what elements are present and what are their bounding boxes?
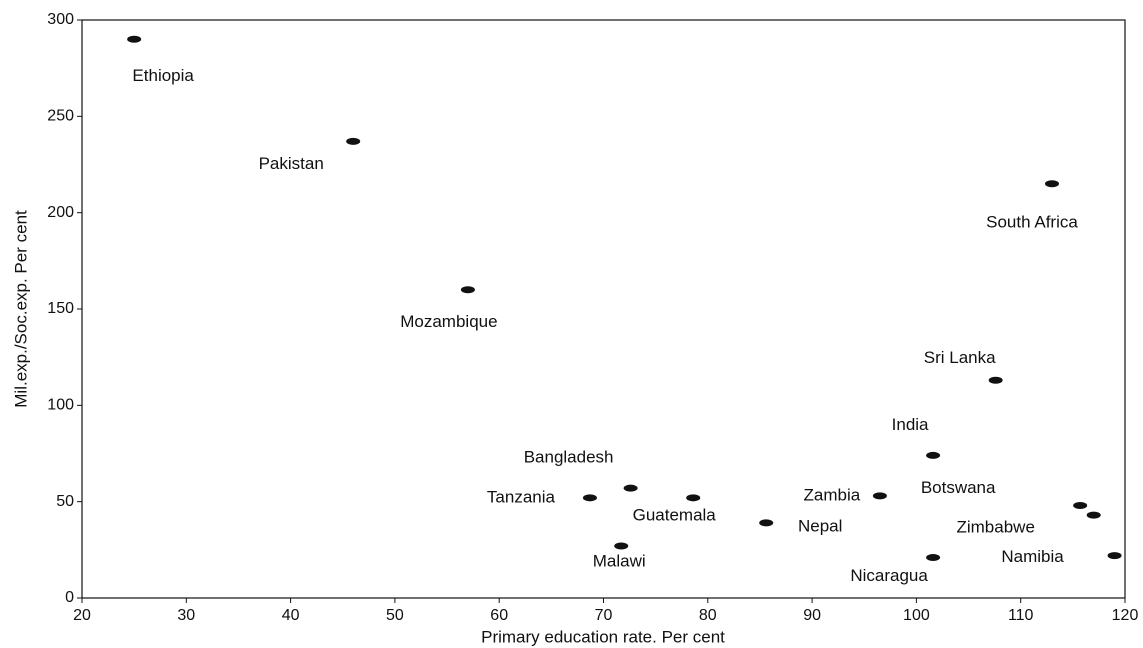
x-tick-label: 40 (282, 607, 300, 624)
point (623, 484, 638, 492)
y-tick-label: 150 (47, 300, 74, 317)
x-tick-label: 90 (803, 607, 821, 624)
point-label: India (892, 415, 929, 434)
point-label: Sri Lanka (924, 348, 996, 367)
point (872, 492, 887, 500)
y-tick-label: 100 (47, 397, 74, 414)
plot-frame (81, 19, 1126, 599)
point-label: Namibia (1001, 547, 1064, 566)
point-label: Tanzania (487, 487, 556, 506)
point-label: Ethiopia (132, 66, 194, 85)
point-label: Nepal (798, 516, 842, 535)
point-label: Malawi (593, 551, 646, 570)
point (1086, 511, 1101, 519)
point-label: Pakistan (259, 154, 324, 173)
y-axis-label: Mil.exp./Soc.exp. Per cent (11, 210, 30, 408)
point (926, 554, 941, 562)
x-tick-label: 50 (386, 607, 404, 624)
x-tick-label: 30 (177, 607, 195, 624)
point (926, 451, 941, 459)
x-tick-label: 70 (595, 607, 613, 624)
point (582, 494, 597, 502)
point (614, 542, 629, 550)
point-label: Zimbabwe (956, 518, 1034, 537)
y-tick-label: 50 (56, 493, 74, 510)
point-label: Bangladesh (524, 448, 614, 467)
point-label: Nicaragua (850, 566, 928, 585)
point-label: Mozambique (400, 312, 497, 331)
point (460, 286, 475, 294)
point (686, 494, 701, 502)
point (1044, 180, 1059, 188)
x-tick-label: 100 (903, 607, 930, 624)
point (1073, 502, 1088, 510)
point (127, 35, 142, 43)
x-tick-label: 60 (490, 607, 508, 624)
point (759, 519, 774, 527)
point-label: Guatemala (633, 505, 717, 524)
x-tick-label: 20 (73, 607, 91, 624)
x-tick-label: 80 (699, 607, 717, 624)
x-tick-label: 120 (1112, 607, 1139, 624)
x-axis-label: Primary education rate. Per cent (481, 627, 725, 646)
point (346, 137, 361, 145)
point (1107, 552, 1122, 560)
y-tick-label: 0 (65, 589, 74, 606)
y-tick-label: 200 (47, 204, 74, 221)
point-label: Zambia (804, 485, 861, 504)
x-tick-label: 110 (1008, 607, 1034, 624)
point-label: South Africa (986, 212, 1078, 231)
y-tick-label: 300 (47, 11, 74, 28)
y-tick-label: 250 (47, 108, 74, 125)
point (988, 376, 1003, 384)
point-label: Botswana (921, 478, 996, 497)
